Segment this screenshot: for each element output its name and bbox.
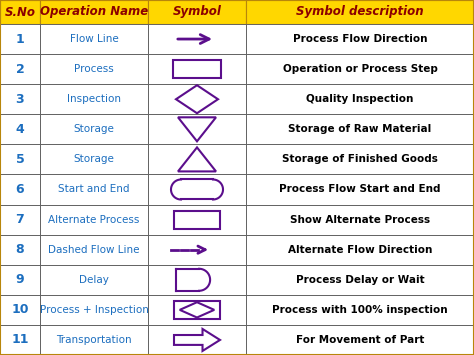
Text: 6: 6	[16, 183, 24, 196]
Bar	[40, 84, 148, 114]
Text: Symbol description: Symbol description	[296, 5, 424, 18]
Bar	[174, 211, 220, 229]
Bar	[40, 235, 148, 265]
Bar	[246, 0, 474, 24]
Text: Storage: Storage	[73, 124, 114, 134]
Bar	[148, 24, 246, 54]
Text: 1: 1	[16, 33, 24, 45]
Bar	[0, 24, 40, 54]
Bar	[40, 265, 148, 295]
Bar	[40, 54, 148, 84]
Text: 10: 10	[11, 304, 29, 316]
Text: Operation or Process Step: Operation or Process Step	[283, 64, 438, 74]
Bar	[148, 84, 246, 114]
Bar	[246, 24, 474, 54]
Bar	[0, 174, 40, 204]
Text: 11: 11	[11, 333, 29, 346]
Text: Process Flow Direction: Process Flow Direction	[293, 34, 427, 44]
Bar	[148, 0, 246, 24]
Bar	[246, 295, 474, 325]
Bar	[246, 174, 474, 204]
Text: Quality Inspection: Quality Inspection	[306, 94, 414, 104]
Text: Alternate Flow Direction: Alternate Flow Direction	[288, 245, 432, 255]
Text: Delay: Delay	[79, 275, 109, 285]
Bar	[0, 144, 40, 174]
Bar	[246, 84, 474, 114]
Bar	[0, 114, 40, 144]
Bar	[0, 235, 40, 265]
Bar	[148, 295, 246, 325]
Bar	[0, 0, 40, 24]
Text: 2: 2	[16, 62, 24, 76]
Bar	[246, 144, 474, 174]
Bar	[0, 325, 40, 355]
Text: 3: 3	[16, 93, 24, 106]
Bar	[246, 265, 474, 295]
Bar	[40, 204, 148, 235]
Bar	[0, 54, 40, 84]
Bar	[174, 301, 220, 319]
Bar	[148, 174, 246, 204]
Bar	[246, 54, 474, 84]
Bar	[148, 325, 246, 355]
Text: Process: Process	[74, 64, 114, 74]
Bar	[246, 114, 474, 144]
Bar	[246, 235, 474, 265]
Bar	[148, 204, 246, 235]
Bar	[40, 114, 148, 144]
Text: Start and End: Start and End	[58, 185, 130, 195]
Text: For Movement of Part: For Movement of Part	[296, 335, 424, 345]
Bar	[40, 325, 148, 355]
Text: Process Delay or Wait: Process Delay or Wait	[296, 275, 424, 285]
Text: Transportation: Transportation	[56, 335, 132, 345]
Bar	[0, 295, 40, 325]
Bar	[40, 174, 148, 204]
Text: Symbol: Symbol	[173, 5, 221, 18]
Text: 9: 9	[16, 273, 24, 286]
Text: 7: 7	[16, 213, 24, 226]
Bar	[246, 325, 474, 355]
Bar	[0, 84, 40, 114]
Text: 8: 8	[16, 243, 24, 256]
Text: Show Alternate Process: Show Alternate Process	[290, 214, 430, 225]
Bar	[148, 265, 246, 295]
Text: Storage of Finished Goods: Storage of Finished Goods	[282, 154, 438, 164]
Text: S.No: S.No	[4, 5, 36, 18]
Bar	[40, 24, 148, 54]
Bar	[148, 235, 246, 265]
Text: Process Flow Start and End: Process Flow Start and End	[279, 185, 441, 195]
Text: Flow Line: Flow Line	[70, 34, 118, 44]
Text: 5: 5	[16, 153, 24, 166]
Text: Storage: Storage	[73, 154, 114, 164]
Text: Inspection: Inspection	[67, 94, 121, 104]
Bar	[148, 114, 246, 144]
Text: Process with 100% inspection: Process with 100% inspection	[272, 305, 448, 315]
Text: Storage of Raw Material: Storage of Raw Material	[288, 124, 432, 134]
Text: Operation Name: Operation Name	[40, 5, 148, 18]
Text: 4: 4	[16, 123, 24, 136]
Bar	[40, 0, 148, 24]
Text: Process + Inspection: Process + Inspection	[39, 305, 148, 315]
Bar	[0, 204, 40, 235]
Bar	[148, 144, 246, 174]
Bar	[173, 60, 221, 78]
Bar	[0, 265, 40, 295]
Bar	[148, 54, 246, 84]
Text: Alternate Process: Alternate Process	[48, 214, 140, 225]
Text: Dashed Flow Line: Dashed Flow Line	[48, 245, 140, 255]
Bar	[40, 295, 148, 325]
Bar	[246, 204, 474, 235]
Bar	[40, 144, 148, 174]
